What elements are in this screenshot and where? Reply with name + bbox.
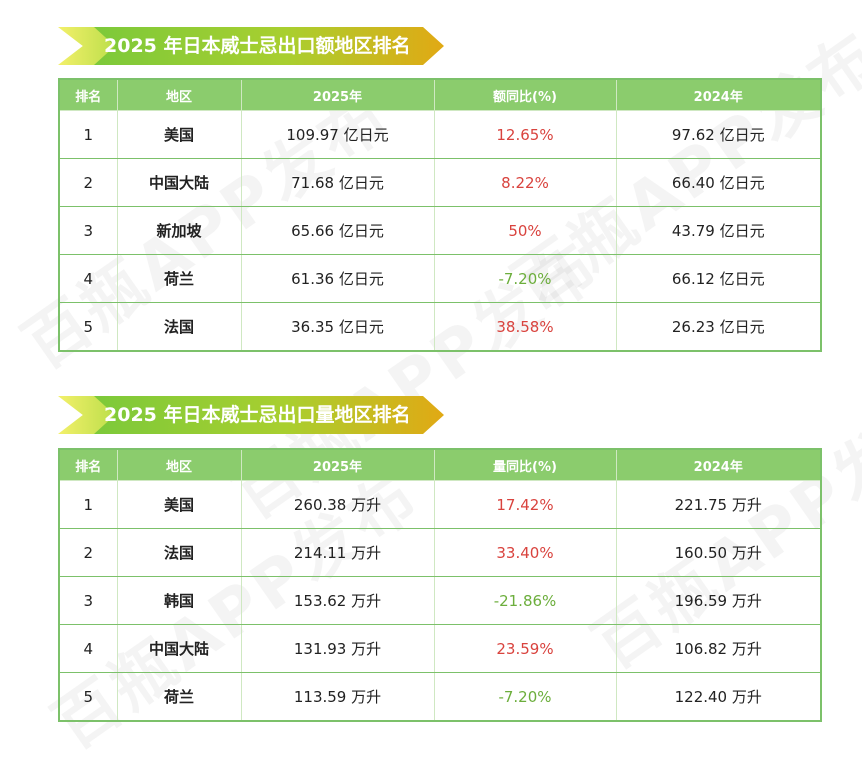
- cell-rank: 3: [58, 576, 118, 625]
- table-row: 3 韩国 153.62 万升 -21.86% 196.59 万升: [58, 576, 822, 625]
- cell-2024: 221.75 万升: [615, 480, 822, 529]
- header-yoy: 额同比(%): [433, 78, 617, 111]
- cell-yoy: -21.86%: [433, 576, 617, 625]
- cell-2025: 36.35 亿日元: [240, 302, 435, 352]
- cell-yoy: 8.22%: [433, 158, 617, 207]
- section-title: 2025 年日本威士忌出口额地区排名: [104, 35, 411, 57]
- header-rank: 排名: [58, 78, 118, 111]
- table-row: 5 法国 36.35 亿日元 38.58% 26.23 亿日元: [58, 302, 822, 352]
- header-2024: 2024年: [615, 78, 822, 111]
- banner-bar: [94, 396, 444, 434]
- cell-region: 韩国: [116, 576, 242, 625]
- cell-region: 新加坡: [116, 206, 242, 255]
- header-yoy: 量同比(%): [433, 448, 617, 481]
- table-header-row: 排名 地区 2025年 额同比(%) 2024年: [58, 78, 822, 111]
- table-row: 2 中国大陆 71.68 亿日元 8.22% 66.40 亿日元: [58, 158, 822, 207]
- cell-rank: 2: [58, 528, 118, 577]
- cell-2024: 196.59 万升: [615, 576, 822, 625]
- cell-yoy: 33.40%: [433, 528, 617, 577]
- cell-yoy: 12.65%: [433, 110, 617, 159]
- section-banner-export-value: 2025 年日本威士忌出口额地区排名: [58, 27, 444, 65]
- table-row: 1 美国 260.38 万升 17.42% 221.75 万升: [58, 480, 822, 529]
- table-row: 2 法国 214.11 万升 33.40% 160.50 万升: [58, 528, 822, 577]
- header-region: 地区: [116, 78, 242, 111]
- banner-bar: [94, 27, 444, 65]
- cell-rank: 4: [58, 254, 118, 303]
- cell-2024: 160.50 万升: [615, 528, 822, 577]
- cell-2024: 26.23 亿日元: [615, 302, 822, 352]
- cell-yoy: 50%: [433, 206, 617, 255]
- cell-yoy: -7.20%: [433, 672, 617, 722]
- cell-rank: 5: [58, 672, 118, 722]
- cell-2025: 71.68 亿日元: [240, 158, 435, 207]
- cell-2024: 122.40 万升: [615, 672, 822, 722]
- section-title: 2025 年日本威士忌出口量地区排名: [104, 404, 411, 426]
- table-row: 1 美国 109.97 亿日元 12.65% 97.62 亿日元: [58, 110, 822, 159]
- cell-2024: 106.82 万升: [615, 624, 822, 673]
- cell-rank: 3: [58, 206, 118, 255]
- cell-region: 美国: [116, 110, 242, 159]
- cell-2025: 65.66 亿日元: [240, 206, 435, 255]
- cell-yoy: -7.20%: [433, 254, 617, 303]
- cell-region: 法国: [116, 302, 242, 352]
- table-row: 4 荷兰 61.36 亿日元 -7.20% 66.12 亿日元: [58, 254, 822, 303]
- cell-2024: 66.40 亿日元: [615, 158, 822, 207]
- table-row: 5 荷兰 113.59 万升 -7.20% 122.40 万升: [58, 672, 822, 722]
- cell-2025: 260.38 万升: [240, 480, 435, 529]
- cell-region: 美国: [116, 480, 242, 529]
- cell-2025: 109.97 亿日元: [240, 110, 435, 159]
- cell-rank: 4: [58, 624, 118, 673]
- cell-region: 法国: [116, 528, 242, 577]
- cell-region: 荷兰: [116, 672, 242, 722]
- cell-region: 荷兰: [116, 254, 242, 303]
- cell-rank: 5: [58, 302, 118, 352]
- cell-2025: 61.36 亿日元: [240, 254, 435, 303]
- cell-2025: 113.59 万升: [240, 672, 435, 722]
- header-2025: 2025年: [240, 78, 435, 111]
- cell-yoy: 23.59%: [433, 624, 617, 673]
- cell-region: 中国大陆: [116, 158, 242, 207]
- cell-region: 中国大陆: [116, 624, 242, 673]
- cell-2025: 131.93 万升: [240, 624, 435, 673]
- cell-2024: 43.79 亿日元: [615, 206, 822, 255]
- cell-yoy: 17.42%: [433, 480, 617, 529]
- cell-rank: 1: [58, 110, 118, 159]
- export-value-table: 排名 地区 2025年 额同比(%) 2024年 1 美国 109.97 亿日元…: [58, 78, 822, 352]
- cell-2024: 97.62 亿日元: [615, 110, 822, 159]
- table-row: 3 新加坡 65.66 亿日元 50% 43.79 亿日元: [58, 206, 822, 255]
- cell-rank: 1: [58, 480, 118, 529]
- header-2024: 2024年: [615, 448, 822, 481]
- header-rank: 排名: [58, 448, 118, 481]
- header-region: 地区: [116, 448, 242, 481]
- export-volume-table: 排名 地区 2025年 量同比(%) 2024年 1 美国 260.38 万升 …: [58, 448, 822, 722]
- cell-yoy: 38.58%: [433, 302, 617, 352]
- table-row: 4 中国大陆 131.93 万升 23.59% 106.82 万升: [58, 624, 822, 673]
- section-banner-export-volume: 2025 年日本威士忌出口量地区排名: [58, 396, 444, 434]
- cell-2025: 153.62 万升: [240, 576, 435, 625]
- cell-2025: 214.11 万升: [240, 528, 435, 577]
- header-2025: 2025年: [240, 448, 435, 481]
- table-header-row: 排名 地区 2025年 量同比(%) 2024年: [58, 448, 822, 481]
- cell-rank: 2: [58, 158, 118, 207]
- cell-2024: 66.12 亿日元: [615, 254, 822, 303]
